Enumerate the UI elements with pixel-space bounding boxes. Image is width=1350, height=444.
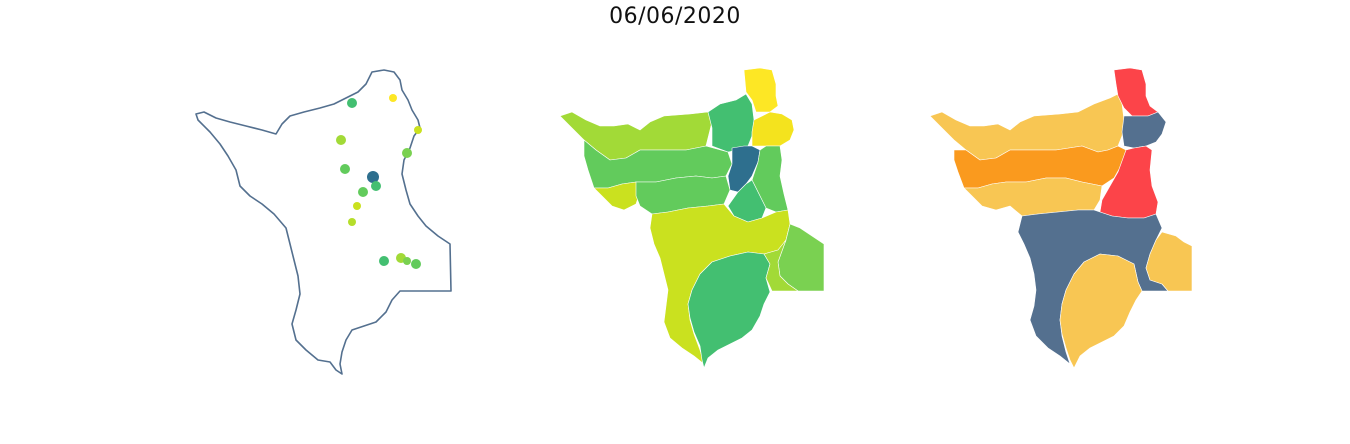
district-east-small xyxy=(763,239,799,292)
district-middle xyxy=(727,179,767,223)
risk-northeast xyxy=(1121,111,1167,149)
district-far-north xyxy=(743,67,779,113)
station-point xyxy=(411,259,421,269)
risk-south xyxy=(1059,253,1143,369)
risk-southeast xyxy=(1145,231,1193,292)
station-point xyxy=(379,256,389,266)
station-point xyxy=(353,202,361,210)
region-outline xyxy=(195,69,452,375)
station-point xyxy=(402,148,412,158)
station-point xyxy=(336,135,346,145)
station-point xyxy=(414,126,422,134)
page-title: 06/06/2020 xyxy=(609,4,741,29)
station-point xyxy=(358,187,368,197)
station-point xyxy=(348,218,356,226)
station-point xyxy=(403,257,411,265)
station-point xyxy=(371,181,381,191)
station-points-map xyxy=(195,69,452,375)
station-point xyxy=(367,171,379,183)
station-point xyxy=(347,98,357,108)
district-dark xyxy=(727,145,761,193)
risk-southwest xyxy=(963,177,1103,217)
station-point xyxy=(340,164,350,174)
district-northeast xyxy=(751,111,795,147)
station-point xyxy=(389,94,397,102)
